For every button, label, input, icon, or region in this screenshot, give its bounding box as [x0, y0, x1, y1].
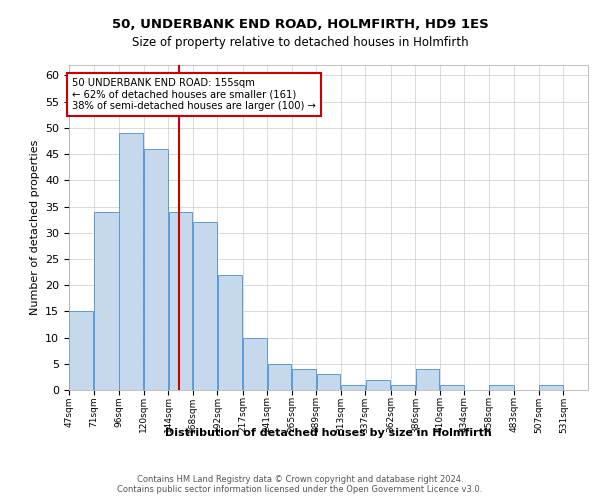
Bar [490, 385, 514, 390]
Bar [268, 364, 292, 390]
Text: 50 UNDERBANK END ROAD: 155sqm
← 62% of detached houses are smaller (161)
38% of : 50 UNDERBANK END ROAD: 155sqm ← 62% of d… [72, 78, 316, 112]
Bar [539, 385, 563, 390]
Text: Size of property relative to detached houses in Holmfirth: Size of property relative to detached ho… [131, 36, 469, 49]
Bar [292, 369, 316, 390]
Bar [365, 380, 391, 390]
Bar [218, 274, 242, 390]
Bar [94, 212, 119, 390]
Bar [169, 212, 192, 390]
Bar [243, 338, 267, 390]
Bar [391, 385, 415, 390]
Bar [440, 385, 464, 390]
Text: Contains HM Land Registry data © Crown copyright and database right 2024.
Contai: Contains HM Land Registry data © Crown c… [118, 474, 482, 494]
Bar [317, 374, 340, 390]
Bar [119, 133, 143, 390]
Bar [70, 312, 93, 390]
Bar [416, 369, 439, 390]
Bar [144, 149, 167, 390]
Text: Distribution of detached houses by size in Holmfirth: Distribution of detached houses by size … [166, 428, 492, 438]
Text: 50, UNDERBANK END ROAD, HOLMFIRTH, HD9 1ES: 50, UNDERBANK END ROAD, HOLMFIRTH, HD9 1… [112, 18, 488, 30]
Bar [193, 222, 217, 390]
Y-axis label: Number of detached properties: Number of detached properties [29, 140, 40, 315]
Bar [341, 385, 365, 390]
